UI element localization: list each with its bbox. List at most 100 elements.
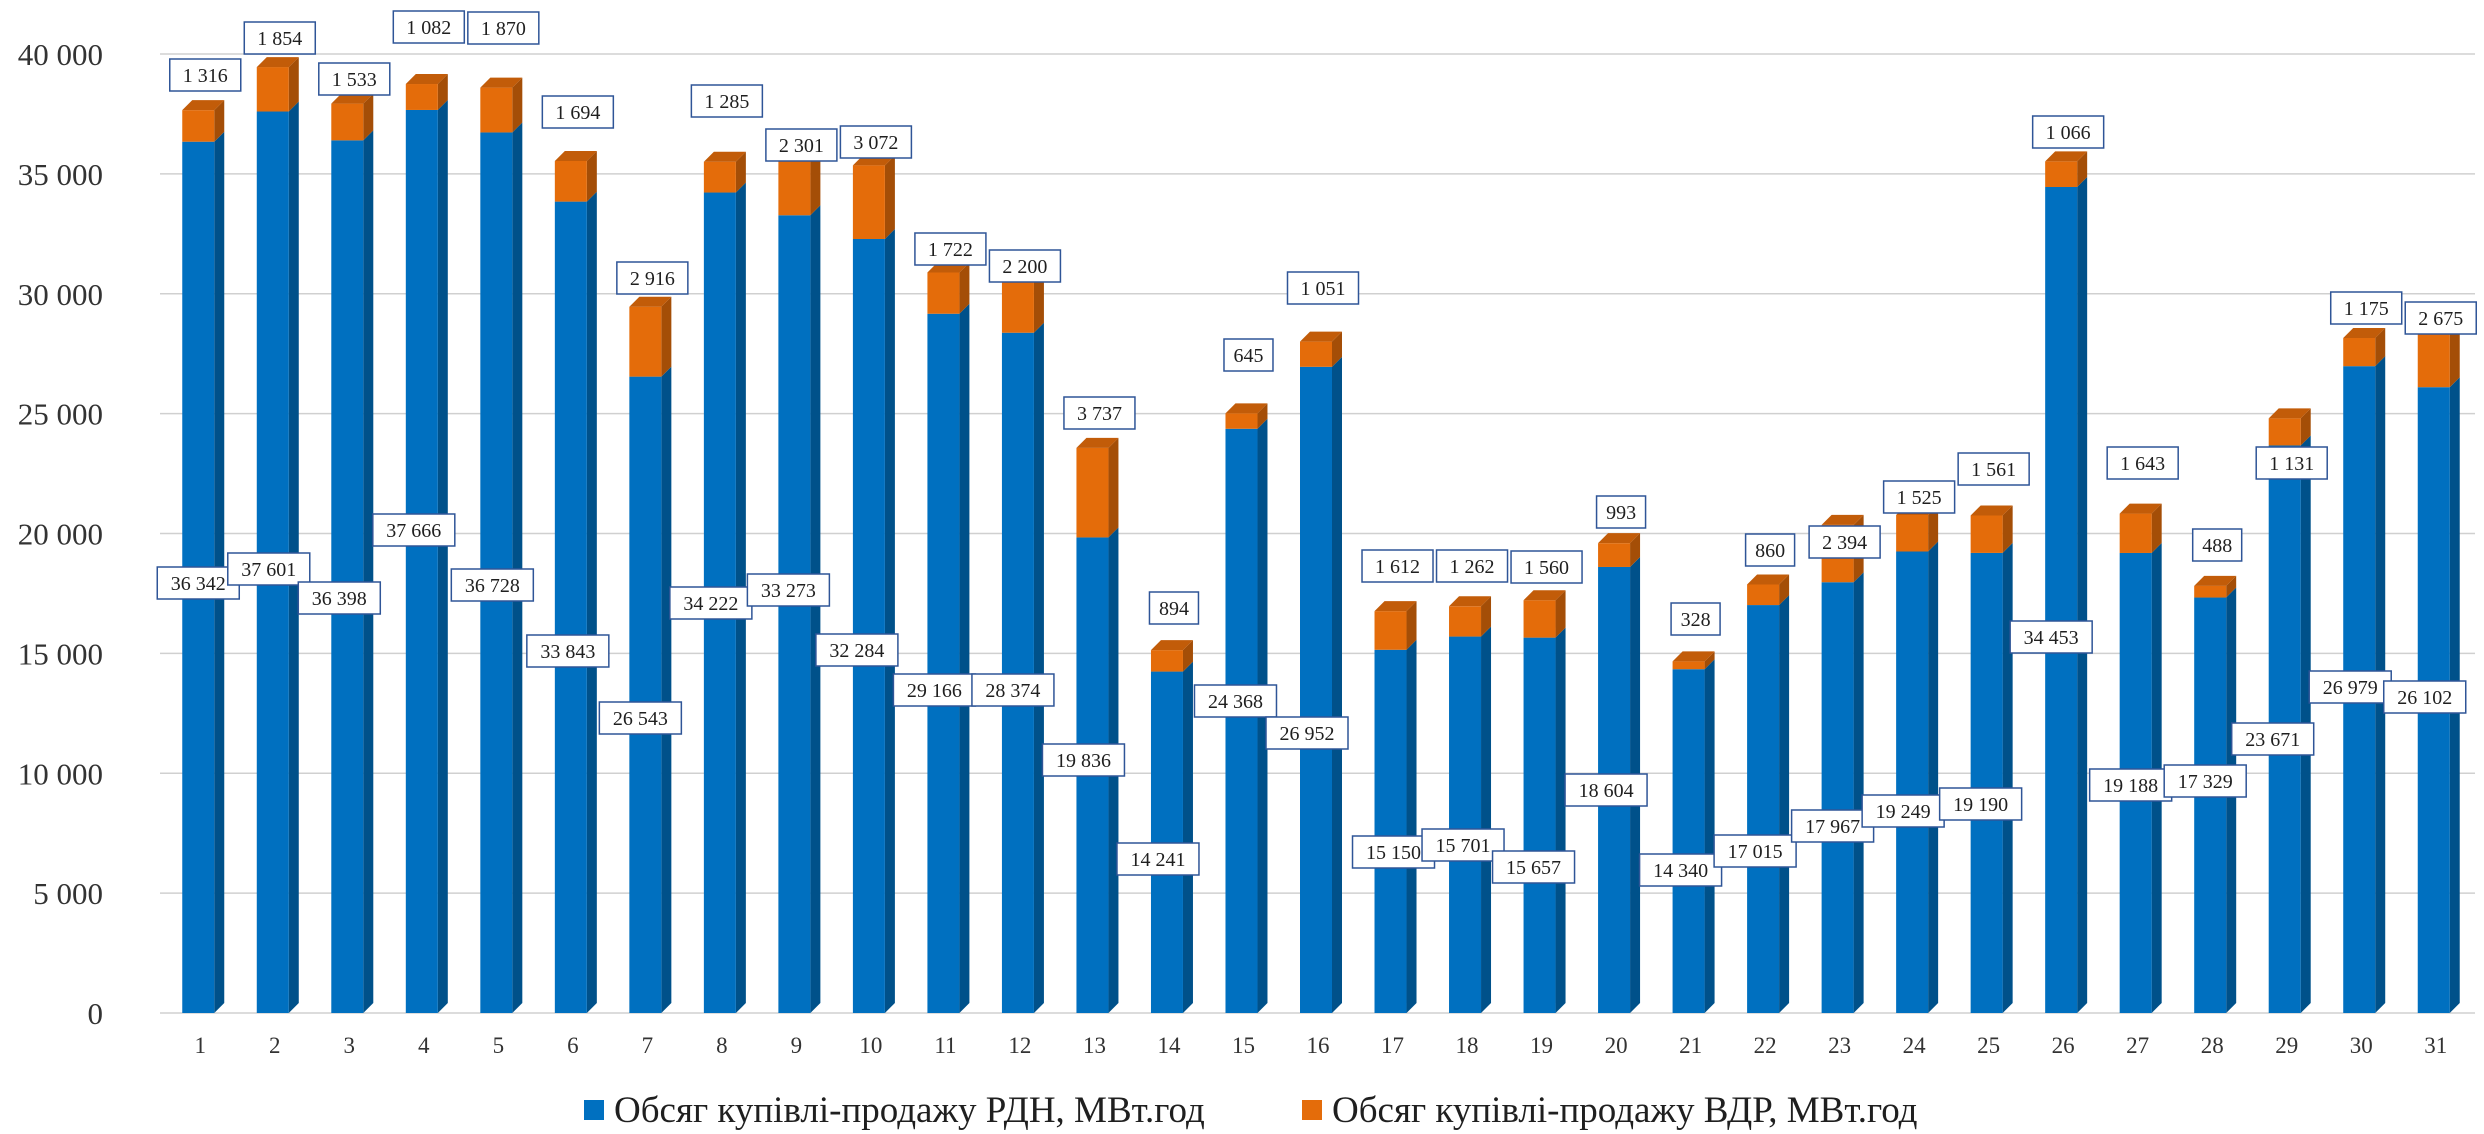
data-label-rdn: 15 657 — [1491, 850, 1576, 884]
svg-text:19 190: 19 190 — [1953, 794, 2008, 816]
data-label-vdr: 1 854 — [243, 21, 317, 55]
y-axis-ticks: 0 5 000 10 000 15 000 20 000 25 000 30 000 35 0… — [18, 37, 103, 1031]
svg-text:328: 328 — [1681, 609, 1711, 631]
data-label-vdr: 3 737 — [1063, 396, 1136, 430]
bar-rdn — [1374, 639, 1417, 1013]
data-label-vdr: 1 560 — [1510, 550, 1583, 584]
bar-rdn — [1150, 661, 1193, 1013]
x-tick-label: 25 — [1977, 1033, 2000, 1058]
bar-vdr — [256, 57, 299, 112]
data-label-rdn: 37 601 — [227, 552, 311, 586]
svg-text:33 843: 33 843 — [540, 641, 595, 663]
data-label-vdr: 2 301 — [765, 128, 838, 162]
x-tick-label: 10 — [859, 1033, 882, 1058]
svg-text:14 340: 14 340 — [1653, 860, 1708, 882]
svg-text:2 200: 2 200 — [1002, 256, 1047, 278]
bar-vdr — [1449, 596, 1492, 637]
bar-rdn — [2045, 176, 2088, 1013]
data-label-vdr: 1 612 — [1361, 549, 1434, 583]
bar-rdn — [1970, 542, 2013, 1013]
bar-rdn — [405, 99, 448, 1014]
svg-text:860: 860 — [1755, 540, 1785, 562]
bar-rdn — [1300, 356, 1342, 1013]
bar-vdr — [1523, 590, 1566, 638]
x-tick-label: 12 — [1008, 1033, 1031, 1058]
svg-text:15 701: 15 701 — [1436, 835, 1491, 857]
data-label-vdr: 1 051 — [1286, 271, 1360, 305]
svg-text:2 301: 2 301 — [779, 135, 824, 157]
svg-text:36 728: 36 728 — [465, 575, 520, 597]
bar-vdr — [1374, 601, 1417, 650]
x-tick-label: 9 — [791, 1033, 803, 1058]
x-tick-label: 6 — [567, 1033, 579, 1058]
svg-text:18 604: 18 604 — [1579, 780, 1634, 802]
svg-text:19 836: 19 836 — [1056, 750, 1111, 772]
svg-text:28 374: 28 374 — [985, 680, 1040, 702]
bar-rdn — [778, 205, 821, 1013]
bar-vdr — [2268, 408, 2311, 446]
svg-text:993: 993 — [1606, 502, 1636, 524]
data-label-rdn: 17 967 — [1790, 809, 1875, 843]
svg-text:1 560: 1 560 — [1524, 557, 1569, 579]
data-label-vdr: 2 200 — [988, 249, 1062, 283]
bar-vdr — [405, 74, 448, 110]
x-tick-label: 22 — [1754, 1033, 1777, 1058]
bar-rdn — [927, 303, 970, 1014]
data-label-rdn: 18 604 — [1564, 773, 1648, 807]
bar-rdn — [2194, 587, 2237, 1013]
y-tick-label: 25 000 — [18, 397, 103, 432]
bar-rdn — [331, 130, 374, 1013]
bar-vdr — [629, 296, 672, 377]
data-label-vdr: 1 870 — [467, 11, 540, 45]
data-label-rdn: 34 222 — [669, 586, 753, 620]
data-label-vdr: 1 525 — [1882, 480, 1956, 514]
data-label-vdr: 2 916 — [616, 261, 689, 295]
data-label-rdn: 26 952 — [1265, 716, 1349, 750]
bar-vdr — [1747, 574, 1790, 606]
legend-swatch — [584, 1100, 604, 1120]
svg-text:33 273: 33 273 — [761, 580, 816, 602]
x-tick-label: 8 — [716, 1033, 728, 1058]
svg-text:1 854: 1 854 — [257, 28, 302, 50]
data-label-rdn: 33 843 — [526, 634, 610, 668]
svg-text:1 262: 1 262 — [1450, 556, 1495, 578]
bar-vdr — [2343, 328, 2386, 367]
legend-swatch — [1302, 1100, 1322, 1120]
x-tick-label: 16 — [1307, 1033, 1330, 1058]
x-tick-label: 13 — [1083, 1033, 1106, 1058]
data-label-vdr: 2 394 — [1808, 525, 1881, 559]
x-tick-label: 15 — [1232, 1033, 1255, 1058]
svg-text:15 150: 15 150 — [1366, 842, 1421, 864]
x-tick-label: 29 — [2275, 1033, 2298, 1058]
bar-vdr — [1598, 533, 1641, 567]
svg-text:2 675: 2 675 — [2418, 308, 2463, 330]
svg-text:17 329: 17 329 — [2178, 771, 2233, 793]
svg-text:1 175: 1 175 — [2344, 298, 2389, 320]
bar-rdn — [1821, 572, 1864, 1013]
data-label-rdn: 36 728 — [450, 568, 535, 602]
data-label-rdn: 24 368 — [1193, 684, 1278, 718]
y-tick-label: 20 000 — [18, 517, 103, 552]
legend-label: Обсяг купівлі-продажу ВДР, МВт.год — [1332, 1090, 1917, 1131]
svg-text:26 952: 26 952 — [1280, 723, 1335, 745]
data-label-vdr: 1 694 — [541, 95, 615, 129]
data-label-rdn: 19 836 — [1041, 743, 1126, 777]
data-label-vdr: 645 — [1223, 338, 1274, 372]
data-label-vdr: 1 131 — [2255, 446, 2328, 480]
data-label-vdr: 1 082 — [392, 10, 466, 44]
bar-vdr — [1672, 651, 1715, 670]
x-tick-label: 18 — [1456, 1033, 1479, 1058]
data-label-rdn: 29 166 — [892, 673, 977, 707]
data-label-rdn: 19 190 — [1938, 787, 2023, 821]
y-tick-label: 40 000 — [18, 37, 103, 72]
bar-rdn — [554, 191, 597, 1013]
bar-vdr — [1076, 437, 1119, 538]
bar-rdn — [1672, 659, 1715, 1013]
data-label-rdn: 23 671 — [2230, 722, 2315, 756]
svg-text:15 657: 15 657 — [1506, 857, 1561, 879]
svg-text:26 979: 26 979 — [2323, 677, 2378, 699]
svg-text:19 249: 19 249 — [1876, 801, 1931, 823]
x-tick-label: 28 — [2201, 1033, 2224, 1058]
